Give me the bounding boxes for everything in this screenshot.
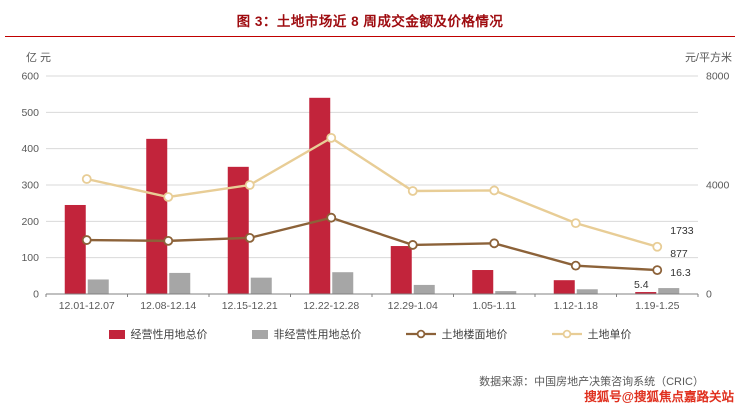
x-axis-category-label: 1.19-1.25 — [635, 300, 680, 312]
data-label-operational: 5.4 — [634, 279, 649, 291]
x-axis-category-label: 12.08-12.14 — [140, 300, 196, 312]
legend-item: 土地楼面地价 — [405, 326, 508, 342]
bar-经营性用地总价 — [64, 204, 86, 294]
marker-土地楼面地价 — [163, 235, 174, 246]
marker-土地楼面地价 — [652, 265, 663, 276]
right-axis-tick-label: 8000 — [706, 71, 730, 83]
marker-土地单价 — [81, 174, 92, 184]
x-axis-category-label: 12.15-12.21 — [222, 300, 278, 312]
legend-item: 土地单价 — [551, 326, 632, 342]
left-axis-tick-label: 500 — [21, 107, 39, 119]
legend-bar-swatch — [251, 329, 268, 339]
marker-土地楼面地价 — [326, 212, 337, 223]
marker-土地单价 — [570, 218, 581, 229]
bar-非经营性用地总价 — [87, 279, 109, 294]
marker-土地楼面地价 — [489, 238, 500, 249]
marker-土地单价 — [244, 180, 255, 190]
left-axis-unit-label: 亿 元 — [26, 52, 52, 64]
x-axis-category-label: 12.29-1.04 — [388, 300, 438, 312]
right-axis-tick-label: 0 — [706, 289, 712, 301]
x-axis-category-label: 1.12-1.18 — [554, 300, 599, 312]
left-axis-tick-label: 200 — [21, 216, 39, 228]
bar-经营性用地总价 — [635, 292, 657, 294]
bar-经营性用地总价 — [309, 97, 331, 294]
bar-非经营性用地总价 — [576, 289, 598, 294]
line-土地楼面地价 — [86, 216, 658, 272]
legend-label: 土地单价 — [587, 329, 632, 341]
legend-line-swatch — [551, 329, 582, 339]
bar-非经营性用地总价 — [413, 284, 435, 294]
marker-土地单价 — [489, 185, 500, 196]
bar-经营性用地总价 — [227, 166, 249, 294]
marker-土地楼面地价 — [81, 235, 92, 245]
legend-label: 经营性用地总价 — [130, 329, 208, 341]
bar-经营性用地总价 — [390, 246, 412, 294]
x-axis-category-label: 12.22-12.28 — [303, 300, 359, 312]
data-label-floor-price: 877 — [670, 248, 688, 260]
bar-非经营性用地总价 — [658, 288, 680, 294]
legend-item: 非经营性用地总价 — [251, 326, 362, 342]
title-underline — [5, 36, 735, 37]
bar-经营性用地总价 — [553, 280, 575, 294]
bar-非经营性用地总价 — [495, 291, 517, 294]
right-axis-unit-label: 元/平方米 — [684, 52, 732, 64]
x-axis-category-label: 12.01-12.07 — [59, 300, 115, 312]
legend-label: 土地楼面地价 — [441, 329, 508, 341]
right-axis-tick-label: 4000 — [706, 180, 730, 192]
legend-marker — [562, 329, 571, 339]
bar-非经营性用地总价 — [169, 272, 191, 294]
data-label-unit-price: 1733 — [670, 225, 694, 237]
bar-经营性用地总价 — [146, 138, 168, 294]
legend-label: 非经营性用地总价 — [273, 329, 362, 341]
legend-bar-swatch — [108, 329, 125, 339]
bar-经营性用地总价 — [472, 270, 494, 294]
marker-土地单价 — [652, 241, 663, 252]
left-axis-tick-label: 400 — [21, 143, 39, 155]
line-土地单价 — [86, 136, 658, 248]
legend-item: 经营性用地总价 — [108, 326, 208, 342]
data-source-text: 数据来源：中国房地产决策咨询系统（CRIC） — [479, 376, 704, 388]
marker-土地楼面地价 — [407, 240, 418, 250]
data-label-non-operational: 16.3 — [670, 267, 691, 279]
left-axis-tick-label: 300 — [21, 180, 39, 192]
marker-土地楼面地价 — [570, 260, 581, 271]
marker-土地单价 — [326, 132, 337, 143]
marker-土地楼面地价 — [244, 232, 255, 243]
left-axis-tick-label: 0 — [33, 289, 39, 301]
x-axis-category-label: 1.05-1.11 — [472, 300, 516, 312]
left-axis-tick-label: 100 — [21, 252, 39, 264]
chart-legend: 经营性用地总价 非经营性用地总价 土地楼面地价 土地单价 — [0, 326, 740, 342]
legend-line-swatch — [405, 329, 436, 339]
combo-chart: 0 100 200 300 400 500 600 0 4000 8000 12.01-12.07 1… — [21, 71, 730, 313]
bar-非经营性用地总价 — [332, 272, 354, 294]
marker-土地单价 — [163, 192, 174, 202]
left-axis-tick-label: 600 — [21, 71, 39, 83]
chart-title: 图 3：土地市场近 8 周成交金额及价格情况 — [236, 14, 504, 29]
bar-非经营性用地总价 — [250, 277, 272, 294]
legend-marker — [416, 329, 425, 339]
marker-土地单价 — [407, 186, 418, 196]
watermark-text: 搜狐号@搜狐焦点嘉路关站 — [584, 390, 734, 404]
